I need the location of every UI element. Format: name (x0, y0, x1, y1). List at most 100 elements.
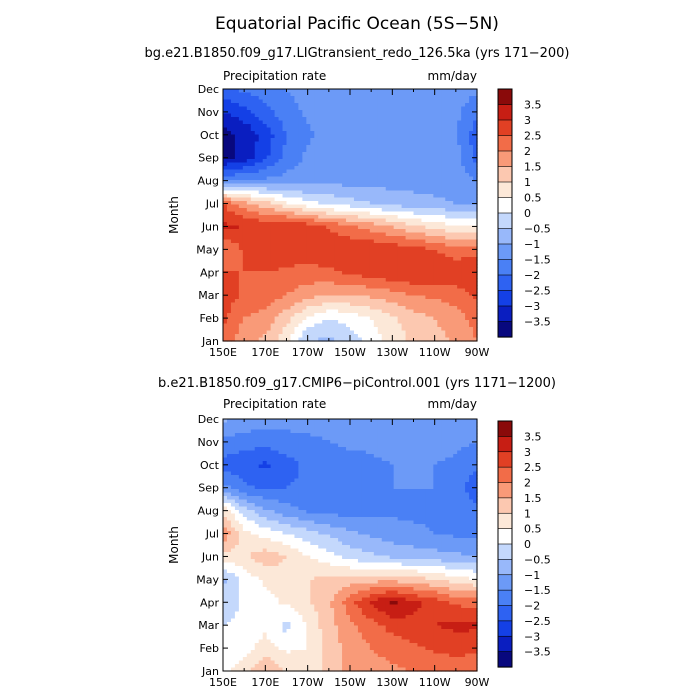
precip-cell (465, 103, 470, 108)
precip-cell (254, 124, 260, 129)
precip-cell (338, 222, 343, 227)
precip-cell (322, 281, 327, 286)
precip-cell (254, 236, 260, 241)
precip-cell (457, 113, 462, 118)
precip-cell (369, 250, 375, 255)
precip-cell (441, 334, 446, 339)
precip-cell (298, 92, 303, 97)
precip-cell (393, 271, 399, 276)
precip-cell (369, 422, 375, 427)
precip-cell (286, 229, 292, 234)
precip-cell (254, 222, 260, 227)
precip-cell (353, 222, 359, 227)
precip-cell (405, 260, 411, 265)
precip-cell (449, 222, 454, 227)
precip-cell (266, 131, 272, 136)
precip-cell (342, 271, 347, 276)
precip-cell (334, 89, 339, 94)
precip-cell (242, 106, 248, 111)
precip-cell (234, 113, 240, 118)
precip-cell (469, 250, 474, 255)
precip-cell (357, 257, 363, 262)
precip-cell (457, 173, 462, 178)
precip-cell (338, 323, 343, 328)
precip-cell (223, 103, 228, 108)
precip-cell (369, 201, 375, 206)
precip-cell (409, 257, 415, 262)
precip-cell (270, 232, 276, 237)
precip-cell (322, 169, 327, 174)
precip-cell (302, 204, 307, 209)
precip-cell (258, 218, 264, 223)
precip-cell (425, 208, 430, 213)
precip-cell (473, 250, 478, 255)
precip-cell (365, 113, 371, 118)
precip-cell (346, 313, 351, 318)
precip-cell (365, 183, 371, 188)
precip-cell (338, 152, 343, 157)
precip-cell (298, 215, 303, 220)
precip-cell (334, 429, 339, 434)
precip-cell (421, 201, 427, 206)
precip-cell (270, 166, 276, 171)
precip-cell (413, 229, 419, 234)
precip-cell (286, 316, 292, 321)
precip-cell (314, 89, 319, 94)
y-tick-label: Sep (198, 152, 219, 165)
precip-cell (262, 239, 268, 244)
precip-cell (266, 173, 272, 178)
precip-cell (389, 278, 395, 283)
precip-cell (350, 250, 355, 255)
precip-cell (433, 302, 438, 307)
precip-cell (449, 134, 454, 139)
precip-cell (365, 124, 371, 129)
precip-cell (457, 334, 462, 339)
precip-cell (457, 306, 462, 311)
precip-cell (453, 299, 458, 304)
precip-cell (425, 141, 430, 146)
precip-cell (445, 323, 450, 328)
precip-cell (385, 253, 391, 258)
precip-cell (322, 99, 327, 104)
precip-cell (262, 211, 268, 216)
precip-cell (242, 330, 248, 335)
precip-cell (318, 260, 323, 265)
precip-cell (330, 197, 335, 202)
precip-cell (465, 239, 470, 244)
precip-cell (381, 134, 387, 139)
precip-cell (298, 194, 303, 199)
precip-cell (342, 323, 347, 328)
precip-cell (226, 183, 232, 188)
precip-cell (310, 243, 315, 248)
precip-cell (250, 229, 256, 234)
precip-cell (346, 306, 351, 311)
precip-cell (238, 337, 244, 342)
precip-cell (381, 292, 387, 297)
precip-cell (433, 124, 438, 129)
precip-cell (429, 152, 434, 157)
precip-cell (465, 106, 470, 111)
precip-cell (274, 320, 280, 325)
precip-cell (429, 155, 434, 160)
precip-cell (449, 131, 454, 136)
precip-cell (381, 145, 387, 150)
precip-cell (465, 138, 470, 143)
precip-cell (326, 99, 331, 104)
precip-cell (441, 316, 446, 321)
precip-cell (441, 124, 446, 129)
precip-cell (425, 334, 430, 339)
precip-cell (326, 330, 331, 335)
precip-cell (361, 295, 367, 300)
precip-cell (357, 106, 363, 111)
precip-cell (469, 330, 474, 335)
precip-cell (318, 330, 323, 335)
precip-cell (270, 204, 276, 209)
precip-cell (346, 176, 351, 181)
precip-cell (322, 330, 327, 335)
precip-cell (389, 145, 395, 150)
colorbar-swatch (497, 166, 513, 183)
precip-cell (413, 337, 419, 342)
precip-cell (274, 187, 280, 192)
precip-cell (369, 229, 375, 234)
precip-cell (461, 236, 466, 241)
